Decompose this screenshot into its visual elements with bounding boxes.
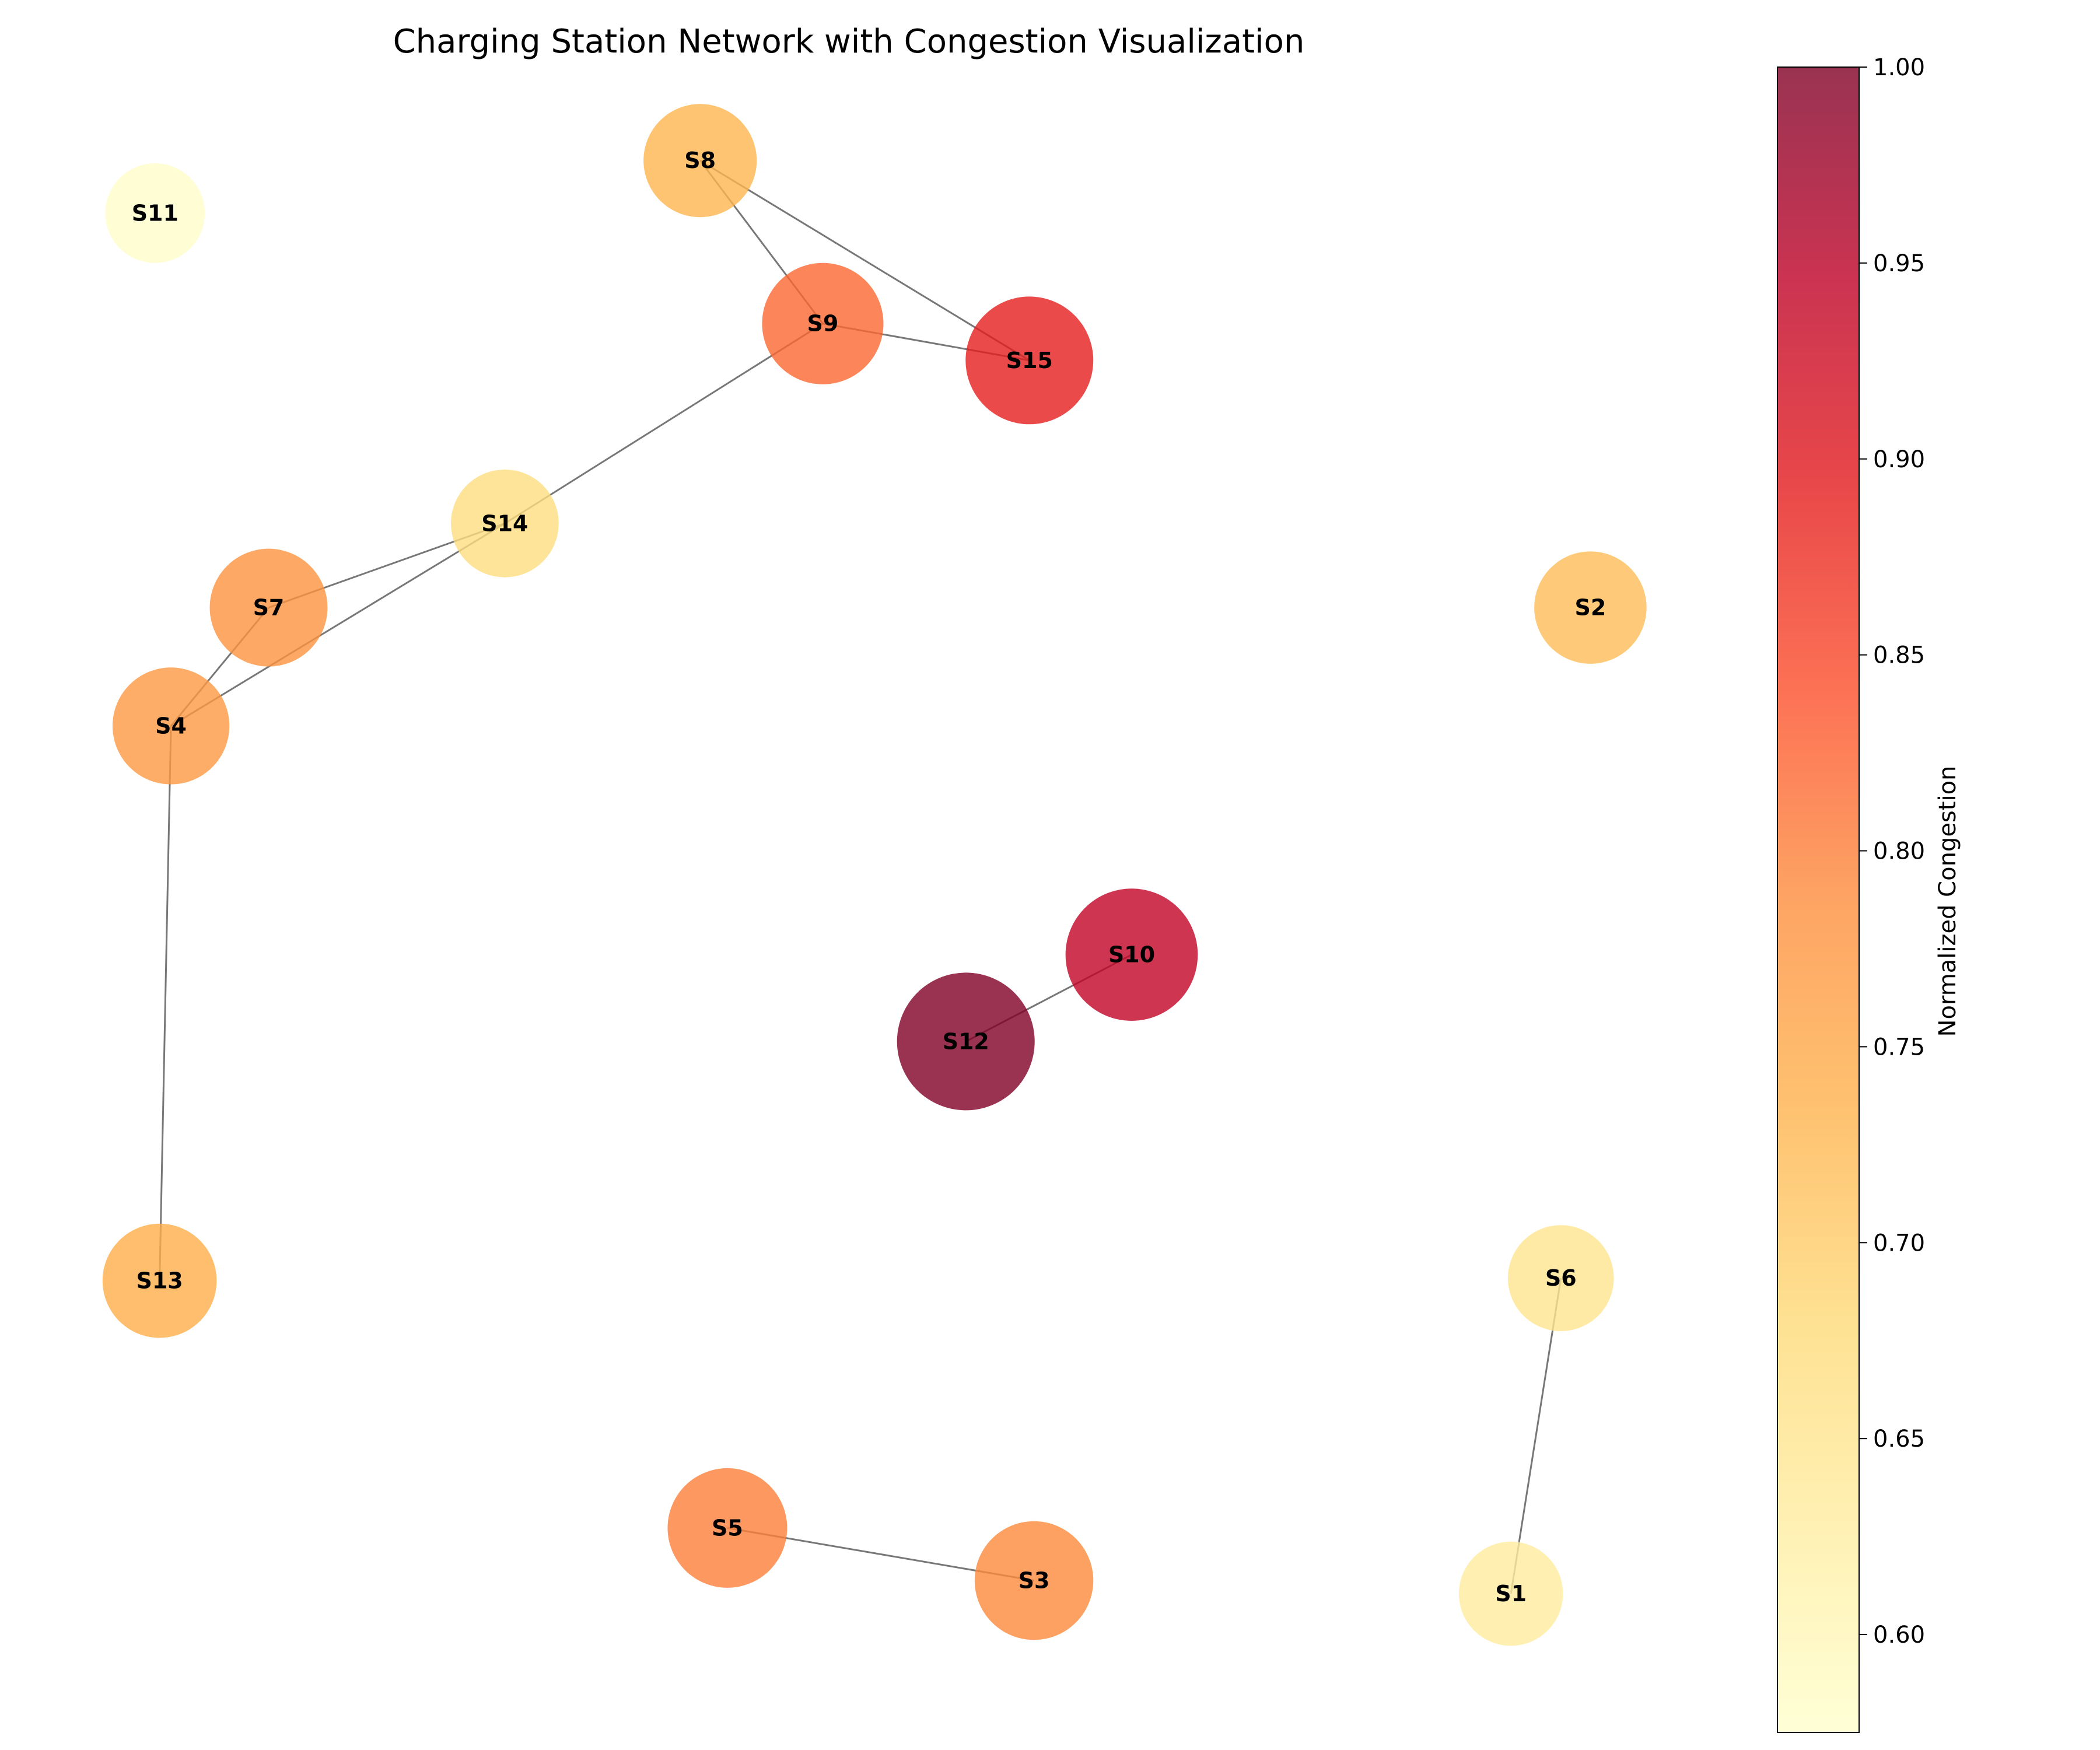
node-s15: S15 xyxy=(965,296,1094,425)
edge-s6-s1 xyxy=(1510,1278,1562,1594)
node-label-s13: S13 xyxy=(136,1268,183,1294)
node-circle-s3 xyxy=(974,1521,1094,1640)
node-label-s15: S15 xyxy=(1006,348,1053,373)
node-s14: S14 xyxy=(451,469,559,578)
colorbar-tick-label: 0.95 xyxy=(1873,250,1925,277)
node-s9: S9 xyxy=(762,262,884,384)
edge-s4-s13 xyxy=(159,726,172,1281)
colorbar-gradient xyxy=(1777,66,1860,1733)
node-s12: S12 xyxy=(897,972,1035,1111)
edge-s14-s4 xyxy=(170,523,506,727)
colorbar-tick-label: 0.70 xyxy=(1873,1230,1925,1256)
node-label-s11: S11 xyxy=(132,200,178,226)
node-s13: S13 xyxy=(102,1223,217,1338)
node-label-s10: S10 xyxy=(1108,942,1155,968)
node-s1: S1 xyxy=(1458,1541,1563,1646)
node-label-s9: S9 xyxy=(807,311,839,337)
node-s6: S6 xyxy=(1507,1225,1614,1331)
nodes-layer: S1 S2 S3 S4 S5 S6 S7 S8 S9 S10 S11 S12 S13 S14 S15 xyxy=(102,104,1647,1646)
colorbar-tick-label: 0.90 xyxy=(1873,446,1925,473)
node-circle-s15 xyxy=(965,296,1094,425)
node-label-s3: S3 xyxy=(1019,1568,1050,1594)
node-circle-s2 xyxy=(1534,551,1647,664)
node-label-s14: S14 xyxy=(481,510,528,536)
node-circle-s11 xyxy=(105,163,205,263)
colorbar-tick-label: 0.80 xyxy=(1873,838,1925,865)
colorbar-tick-label: 0.85 xyxy=(1873,642,1925,669)
colorbar-label: Normalized Congestion xyxy=(1934,766,1961,1037)
chart-title: Charging Station Network with Congestion… xyxy=(393,23,1305,61)
node-circle-s4 xyxy=(112,667,230,785)
node-label-s7: S7 xyxy=(253,595,285,621)
colorbar-tick-label: 0.75 xyxy=(1873,1034,1925,1060)
node-circle-s8 xyxy=(643,104,757,218)
colorbar-tick-label: 0.65 xyxy=(1873,1426,1925,1452)
node-circle-s6 xyxy=(1507,1225,1614,1331)
node-label-s8: S8 xyxy=(684,148,716,173)
colorbar-ticks: 0.60 0.65 0.70 0.75 0.80 0.85 0.90 0.95 1.00 xyxy=(1859,54,1925,1648)
node-s11: S11 xyxy=(105,163,205,263)
node-label-s6: S6 xyxy=(1545,1265,1577,1291)
node-label-s4: S4 xyxy=(155,713,187,738)
node-s8: S8 xyxy=(643,104,757,218)
node-circle-s5 xyxy=(667,1468,788,1588)
node-circle-s13 xyxy=(102,1223,217,1338)
node-circle-s1 xyxy=(1458,1541,1563,1646)
node-circle-s7 xyxy=(209,548,328,667)
node-label-s5: S5 xyxy=(712,1515,743,1541)
node-circle-s10 xyxy=(1065,888,1198,1021)
colorbar-tick-label: 1.00 xyxy=(1873,54,1925,81)
node-s10: S10 xyxy=(1065,888,1198,1021)
node-s2: S2 xyxy=(1534,551,1647,664)
node-label-s2: S2 xyxy=(1574,595,1606,621)
edge-s8-s15 xyxy=(699,159,1030,362)
edges-layer xyxy=(159,159,1562,1594)
node-s4: S4 xyxy=(112,667,230,785)
node-circle-s12 xyxy=(897,972,1035,1111)
node-circle-s14 xyxy=(451,469,559,578)
node-circle-s9 xyxy=(762,262,884,384)
node-s5: S5 xyxy=(667,1468,788,1588)
node-label-s12: S12 xyxy=(943,1028,989,1054)
node-s7: S7 xyxy=(209,548,328,667)
node-label-s1: S1 xyxy=(1495,1581,1527,1606)
colorbar: 0.60 0.65 0.70 0.75 0.80 0.85 0.90 0.95 1.00 Nor… xyxy=(1777,54,1961,1733)
colorbar-tick-label: 0.60 xyxy=(1873,1622,1925,1648)
edge-s9-s14 xyxy=(504,323,824,524)
node-s3: S3 xyxy=(974,1521,1094,1640)
